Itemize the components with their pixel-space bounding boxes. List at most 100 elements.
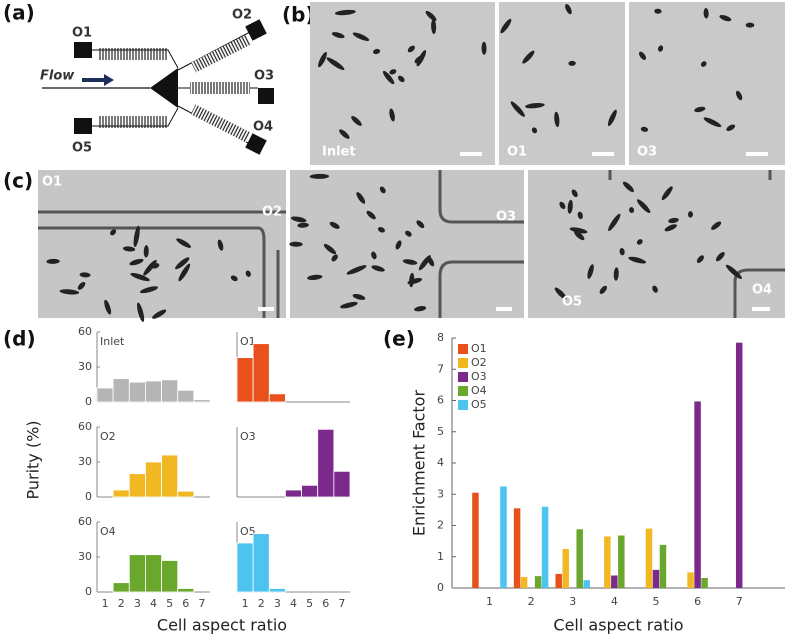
cell [397, 75, 405, 83]
x-tick-label: 3 [569, 595, 576, 608]
micrograph-label: O2 [262, 205, 282, 220]
y-axis-title: Enrichment Factor [410, 390, 429, 537]
bar [576, 529, 583, 588]
legend-label: O1 [471, 342, 487, 355]
cell [416, 220, 425, 229]
y-tick-label: 60 [78, 515, 92, 528]
x-tick-label: 5 [652, 595, 659, 608]
cell [331, 254, 338, 262]
bar [161, 379, 179, 403]
y-tick-label: 3 [437, 487, 444, 500]
cell [587, 264, 594, 279]
cell [178, 263, 191, 282]
y-tick-label: 7 [437, 362, 444, 375]
cell [318, 51, 327, 68]
cell [687, 211, 693, 218]
bar [145, 554, 162, 593]
legend-swatch [458, 400, 468, 410]
bar [145, 461, 162, 498]
x-tick-label: 7 [338, 597, 345, 610]
x-tick-label: 4 [611, 595, 618, 608]
bar [177, 490, 195, 498]
cell [379, 186, 386, 194]
bar [583, 580, 590, 588]
cell [661, 186, 673, 201]
panel-label: (b) [282, 3, 315, 27]
chart-title: O1 [240, 335, 256, 348]
cell [694, 106, 706, 113]
device-diagram [42, 19, 274, 155]
cell [371, 265, 385, 272]
cell [427, 256, 435, 267]
legend-swatch [458, 386, 468, 396]
cell [230, 275, 238, 282]
x-tick-label: 5 [166, 597, 173, 610]
cell [129, 258, 144, 266]
y-axis-title: Purity (%) [24, 420, 43, 499]
cell [175, 257, 190, 270]
cell [711, 221, 722, 230]
micrograph [290, 170, 524, 318]
cell [599, 285, 607, 294]
panel-label: (e) [383, 327, 415, 351]
x-tick-label: 5 [306, 597, 313, 610]
bar [645, 528, 653, 588]
bar [252, 343, 270, 403]
x-tick-label: 6 [322, 597, 329, 610]
x-tick-label: 2 [258, 597, 265, 610]
panel-label: (a) [3, 1, 35, 25]
cell [719, 14, 732, 22]
cell [352, 32, 370, 42]
cell [652, 285, 658, 293]
cell [619, 247, 625, 256]
y-tick-label: 4 [437, 456, 444, 469]
cell [703, 117, 722, 128]
x-axis-title: Cell aspect ratio [553, 616, 683, 635]
micrograph-label: O1 [507, 145, 527, 160]
panel-label: (c) [3, 169, 33, 193]
legend-label: O3 [471, 370, 487, 383]
y-tick-label: 2 [437, 519, 444, 532]
cell [571, 189, 578, 198]
cell [104, 299, 112, 315]
legend-swatch [458, 372, 468, 382]
cell [79, 272, 91, 278]
outlet-label: O1 [72, 26, 92, 41]
cell [568, 60, 576, 66]
cell [510, 101, 525, 117]
outlet-label: O4 [253, 120, 273, 135]
legend-label: O4 [471, 384, 487, 397]
bar [652, 569, 660, 588]
cell [143, 245, 149, 258]
cell [735, 90, 743, 101]
bar [128, 554, 146, 593]
chart-title: O5 [240, 525, 256, 538]
cell [290, 216, 307, 223]
cell [725, 264, 742, 279]
cell [346, 265, 367, 275]
micrograph-label: O1 [42, 175, 62, 190]
micrograph [629, 2, 785, 165]
bar [268, 393, 286, 403]
cell [402, 259, 418, 265]
chart-title: O2 [100, 430, 116, 443]
cell [366, 210, 376, 220]
cell [567, 199, 573, 214]
cell [176, 238, 192, 248]
cell [307, 274, 323, 280]
y-tick-label: 0 [437, 581, 444, 594]
x-tick-label: 1 [102, 597, 109, 610]
bar [301, 484, 319, 498]
cell [664, 224, 677, 232]
bar [177, 588, 195, 593]
y-tick-label: 0 [85, 585, 92, 598]
panel-label: (d) [3, 327, 36, 351]
cell [559, 201, 566, 210]
micrograph [38, 170, 286, 318]
bar [236, 357, 254, 403]
bar [534, 576, 542, 588]
micrograph [499, 2, 625, 165]
cell [340, 301, 358, 309]
x-tick-label: 6 [182, 597, 189, 610]
